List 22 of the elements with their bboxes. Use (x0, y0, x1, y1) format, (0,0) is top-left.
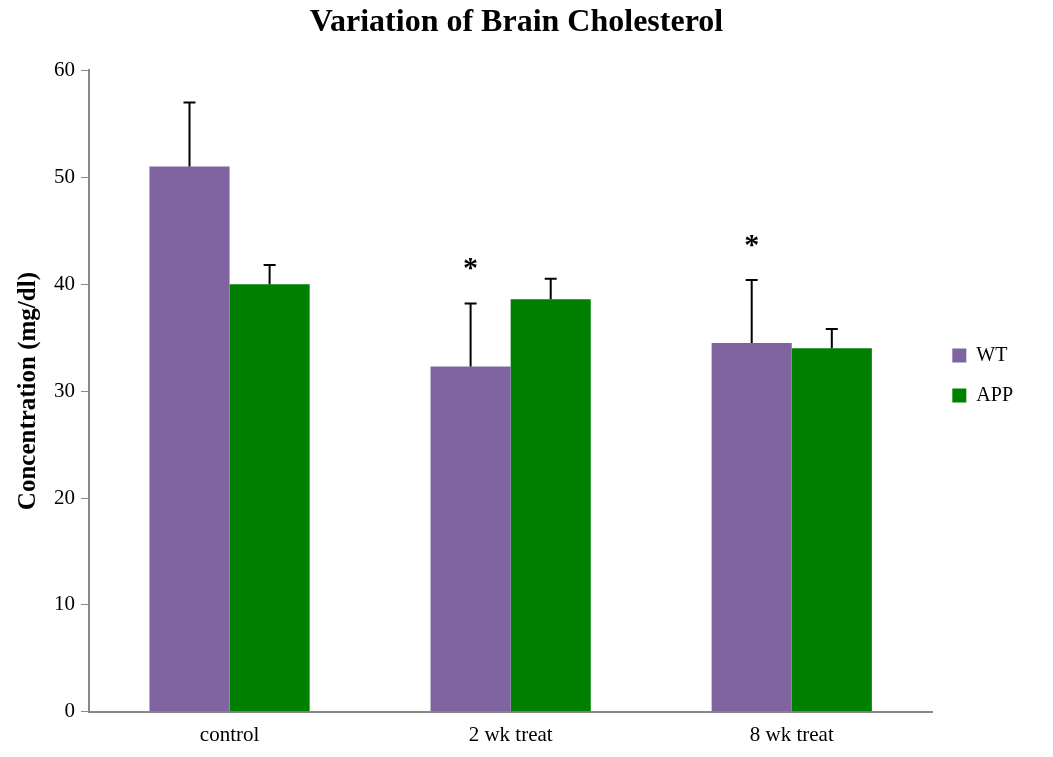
y-tick-label: 40 (54, 270, 75, 295)
bar (510, 299, 591, 712)
legend-label: APP (976, 382, 1014, 405)
annotation: * (744, 226, 760, 260)
y-tick-label: 60 (54, 56, 75, 81)
y-tick-label: 50 (54, 163, 75, 188)
y-tick-label: 30 (54, 377, 75, 402)
legend-label: WT (976, 342, 1008, 365)
bar (430, 366, 511, 712)
x-tick-label: 8 wk treat (749, 721, 834, 746)
x-tick-label: 2 wk treat (468, 721, 553, 746)
bar (149, 166, 230, 712)
bar (791, 348, 872, 712)
annotation: * (463, 250, 479, 284)
x-tick-label: control (199, 721, 260, 746)
y-tick-label: 20 (54, 484, 75, 509)
y-axis-title: Concentration (mg/dl) (13, 272, 42, 511)
chart-title: Variation of Brain Cholesterol (309, 2, 724, 39)
bar (711, 343, 792, 712)
bar (229, 284, 310, 712)
y-tick-label: 10 (54, 591, 75, 616)
y-tick-label: 0 (64, 698, 75, 723)
